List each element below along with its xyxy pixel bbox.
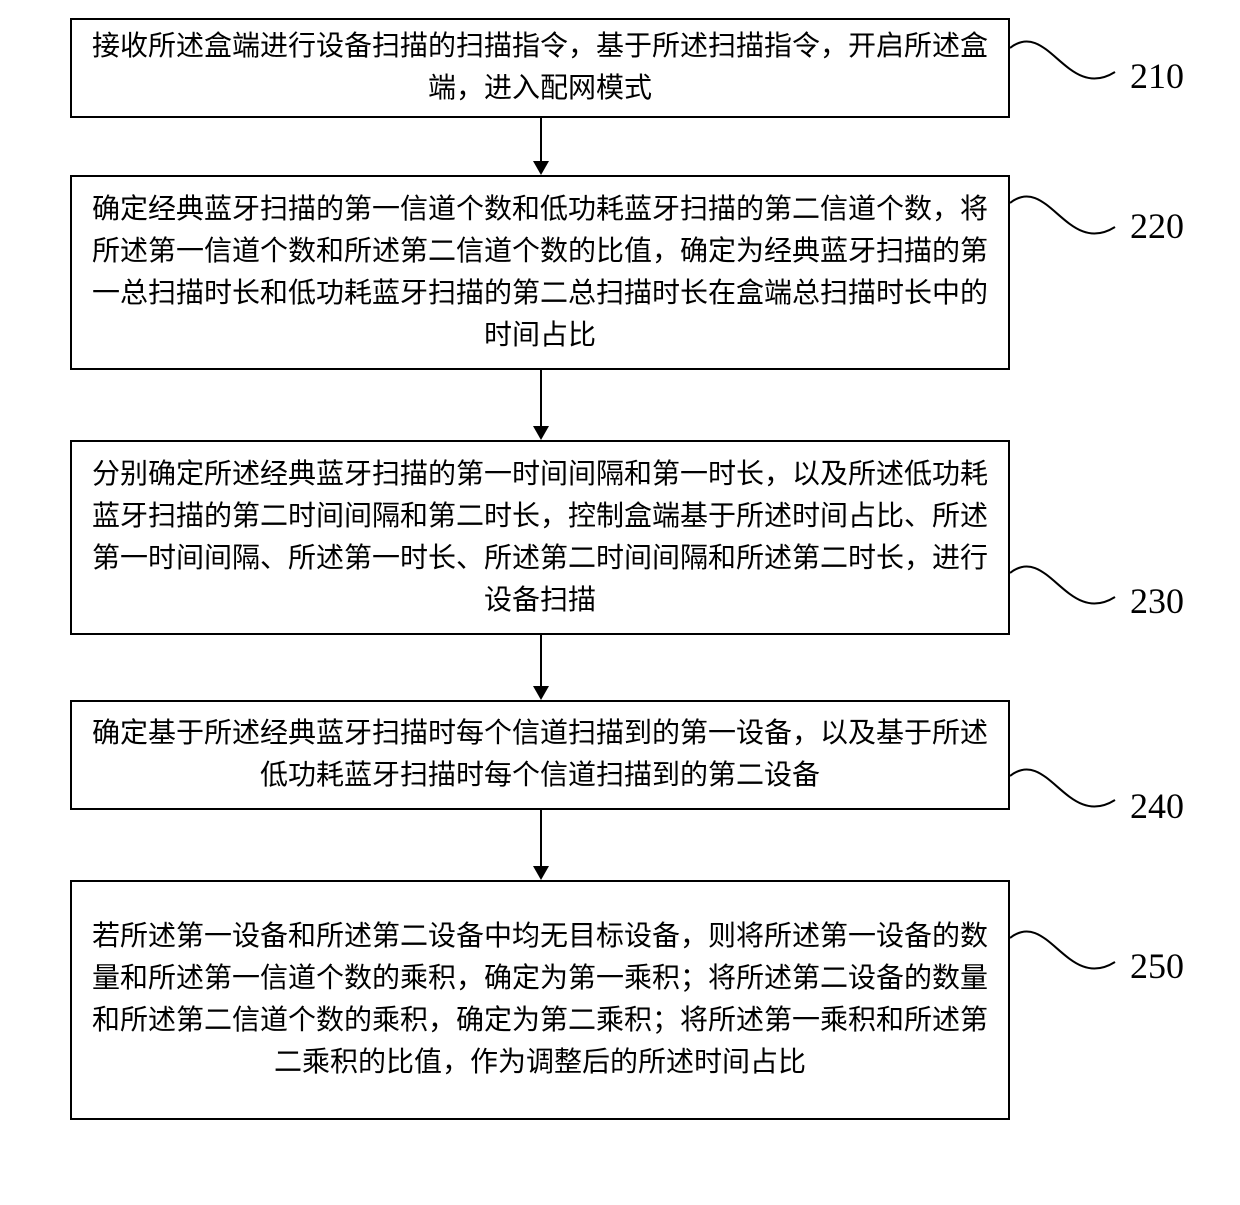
arrow-head (533, 426, 549, 440)
arrow-line (540, 635, 542, 686)
node-text: 确定基于所述经典蓝牙扫描时每个信道扫描到的第一设备，以及基于所述低功耗蓝牙扫描时… (92, 713, 988, 797)
arrow-head (533, 866, 549, 880)
node-label-2: 220 (1130, 205, 1184, 247)
flowchart-container: 接收所述盒端进行设备扫描的扫描指令，基于所述扫描指令，开启所述盒端，进入配网模式… (0, 0, 1240, 1205)
flowchart-node-2: 确定经典蓝牙扫描的第一信道个数和低功耗蓝牙扫描的第二信道个数，将所述第一信道个数… (70, 175, 1010, 370)
node-label-3: 230 (1130, 580, 1184, 622)
label-connector-5 (1010, 920, 1125, 990)
label-connector-3 (1010, 555, 1125, 625)
flowchart-node-3: 分别确定所述经典蓝牙扫描的第一时间间隔和第一时长，以及所述低功耗蓝牙扫描的第二时… (70, 440, 1010, 635)
node-text: 接收所述盒端进行设备扫描的扫描指令，基于所述扫描指令，开启所述盒端，进入配网模式 (92, 26, 988, 110)
arrow-head (533, 161, 549, 175)
node-label-5: 250 (1130, 945, 1184, 987)
flowchart-node-4: 确定基于所述经典蓝牙扫描时每个信道扫描到的第一设备，以及基于所述低功耗蓝牙扫描时… (70, 700, 1010, 810)
node-label-4: 240 (1130, 785, 1184, 827)
arrow-line (540, 370, 542, 426)
node-text: 若所述第一设备和所述第二设备中均无目标设备，则将所述第一设备的数量和所述第一信道… (92, 916, 988, 1084)
node-text: 分别确定所述经典蓝牙扫描的第一时间间隔和第一时长，以及所述低功耗蓝牙扫描的第二时… (92, 454, 988, 622)
label-connector-4 (1010, 758, 1125, 828)
label-connector-1 (1010, 30, 1125, 100)
node-text: 确定经典蓝牙扫描的第一信道个数和低功耗蓝牙扫描的第二信道个数，将所述第一信道个数… (92, 189, 988, 357)
flowchart-node-5: 若所述第一设备和所述第二设备中均无目标设备，则将所述第一设备的数量和所述第一信道… (70, 880, 1010, 1120)
label-connector-2 (1010, 185, 1125, 255)
arrow-head (533, 686, 549, 700)
arrow-line (540, 118, 542, 161)
node-label-1: 210 (1130, 55, 1184, 97)
arrow-line (540, 810, 542, 866)
flowchart-node-1: 接收所述盒端进行设备扫描的扫描指令，基于所述扫描指令，开启所述盒端，进入配网模式 (70, 18, 1010, 118)
